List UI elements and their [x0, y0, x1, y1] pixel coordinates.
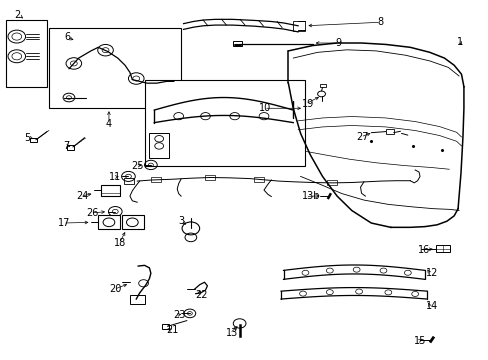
Bar [101, 185, 120, 196]
Text: 27: 27 [356, 132, 368, 142]
Text: 14: 14 [426, 301, 438, 311]
Bar [149, 134, 168, 158]
Text: 5: 5 [24, 133, 30, 143]
Text: 22: 22 [194, 290, 207, 300]
Text: 7: 7 [63, 141, 69, 151]
Bar [435, 245, 449, 252]
Text: 16: 16 [417, 245, 429, 255]
Text: 13: 13 [225, 328, 238, 338]
Bar [254, 177, 264, 182]
Bar [30, 138, 37, 142]
Bar [327, 180, 336, 185]
Text: 25: 25 [131, 161, 143, 171]
Bar [130, 295, 144, 304]
Text: 4: 4 [105, 119, 111, 129]
Bar [144, 80, 305, 166]
Text: 9: 9 [334, 38, 341, 48]
Bar [385, 129, 393, 134]
Text: 3: 3 [178, 216, 184, 226]
Bar [151, 177, 160, 182]
Text: 18: 18 [114, 238, 126, 248]
Text: 10: 10 [259, 103, 271, 113]
Text: 13b: 13b [302, 192, 320, 202]
Text: 1: 1 [456, 37, 462, 47]
Bar [49, 28, 181, 108]
Text: 17: 17 [58, 218, 70, 228]
Bar [98, 215, 120, 229]
Bar [161, 324, 168, 329]
Text: 19: 19 [301, 99, 313, 109]
Bar [5, 21, 47, 87]
Text: 6: 6 [64, 32, 70, 42]
Text: 8: 8 [377, 17, 383, 27]
Text: 24: 24 [76, 191, 88, 201]
Text: 21: 21 [166, 325, 179, 335]
Bar [293, 21, 305, 31]
Text: 26: 26 [86, 208, 98, 218]
Bar [122, 215, 143, 229]
Text: 23: 23 [172, 310, 185, 320]
Bar [123, 178, 134, 184]
Text: 12: 12 [426, 268, 438, 278]
Text: 2: 2 [14, 10, 20, 20]
Text: 15: 15 [413, 336, 426, 346]
Text: 11: 11 [109, 172, 121, 182]
Bar [205, 175, 215, 180]
Bar [319, 84, 326, 87]
Bar [232, 41, 241, 46]
Text: 20: 20 [109, 284, 121, 294]
Bar [67, 145, 74, 149]
